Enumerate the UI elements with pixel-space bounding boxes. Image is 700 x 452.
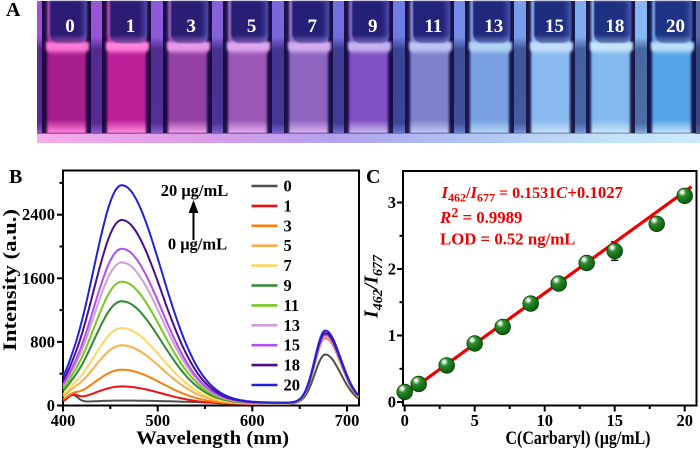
svg-text:0: 0 — [388, 393, 396, 412]
svg-text:5: 5 — [471, 411, 479, 430]
svg-text:0: 0 — [401, 411, 409, 430]
svg-text:800: 800 — [30, 332, 55, 351]
svg-text:13: 13 — [284, 316, 301, 335]
svg-text:C(Carbaryl) (μg/mL): C(Carbaryl) (μg/mL) — [506, 428, 651, 449]
svg-text:15: 15 — [606, 411, 623, 430]
svg-text:7: 7 — [284, 256, 292, 275]
svg-text:3: 3 — [388, 193, 396, 212]
svg-text:1: 1 — [388, 326, 396, 345]
svg-text:9: 9 — [284, 276, 292, 295]
svg-text:11: 11 — [284, 296, 300, 315]
svg-text:1: 1 — [284, 196, 292, 215]
svg-text:15: 15 — [284, 336, 301, 355]
svg-text:1600: 1600 — [22, 269, 55, 288]
svg-text:600: 600 — [240, 411, 265, 430]
svg-text:700: 700 — [335, 411, 360, 430]
svg-text:Intensity (a.u.): Intensity (a.u.) — [0, 209, 21, 351]
svg-text:500: 500 — [145, 411, 170, 430]
svg-text:20: 20 — [284, 376, 301, 395]
svg-text:2: 2 — [388, 260, 396, 279]
svg-text:20: 20 — [676, 411, 693, 430]
svg-text:400: 400 — [51, 411, 76, 430]
svg-text:0: 0 — [284, 177, 292, 196]
svg-text:20 μg/mL: 20 μg/mL — [161, 181, 229, 200]
svg-text:I462/I677 = 0.1531C+0.1027: I462/I677 = 0.1531C+0.1027 — [441, 183, 624, 205]
svg-text:18: 18 — [284, 356, 301, 375]
svg-text:5: 5 — [284, 236, 292, 255]
svg-text:0 μg/mL: 0 μg/mL — [168, 235, 227, 254]
svg-text:3: 3 — [284, 216, 292, 235]
svg-text:Wavelength (nm): Wavelength (nm) — [136, 428, 289, 449]
svg-text:2400: 2400 — [22, 205, 55, 224]
svg-text:I462/I677: I462/I677 — [361, 254, 387, 319]
svg-text:0: 0 — [47, 396, 55, 415]
svg-text:R2 = 0.9989: R2 = 0.9989 — [439, 206, 522, 227]
svg-text:LOD = 0.52 ng/mL: LOD = 0.52 ng/mL — [440, 230, 575, 249]
svg-text:10: 10 — [536, 411, 553, 430]
